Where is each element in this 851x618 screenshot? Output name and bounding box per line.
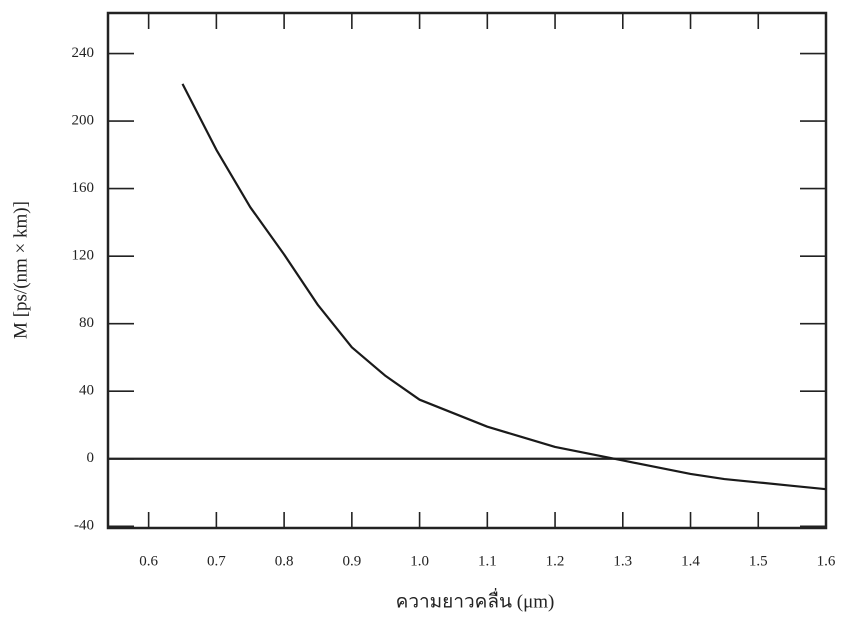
x-tick-label: 1.4 bbox=[681, 553, 700, 569]
x-tick-label: 0.9 bbox=[342, 553, 361, 569]
y-tick-label: 40 bbox=[79, 383, 94, 399]
x-axis-label: ความยาวคลื่น (μm) bbox=[396, 587, 555, 612]
data-line bbox=[181, 83, 827, 491]
plot-frame bbox=[106, 11, 828, 530]
x-tick-label: 1.3 bbox=[613, 553, 632, 569]
y-tick-label: 160 bbox=[72, 180, 95, 196]
x-tick-label: 1.6 bbox=[817, 553, 836, 569]
y-tick-label: 240 bbox=[72, 45, 95, 61]
y-tick-label: 200 bbox=[72, 113, 95, 129]
y-tick-label: 120 bbox=[72, 248, 95, 264]
x-tick-label: 0.8 bbox=[275, 553, 294, 569]
y-tick-label: 0 bbox=[87, 450, 95, 466]
x-tick-label: 1.1 bbox=[478, 553, 497, 569]
y-axis-label: M [ps/(nm × km)] bbox=[10, 201, 31, 339]
x-tick-label: 1.0 bbox=[410, 553, 429, 569]
x-tick-label: 0.7 bbox=[207, 553, 226, 569]
y-tick-label: -40 bbox=[74, 518, 94, 534]
x-tick-label: 1.2 bbox=[546, 553, 565, 569]
x-tick-label: 0.6 bbox=[139, 553, 158, 569]
y-tick-label: 80 bbox=[79, 315, 94, 331]
x-tick-label: 1.5 bbox=[749, 553, 768, 569]
